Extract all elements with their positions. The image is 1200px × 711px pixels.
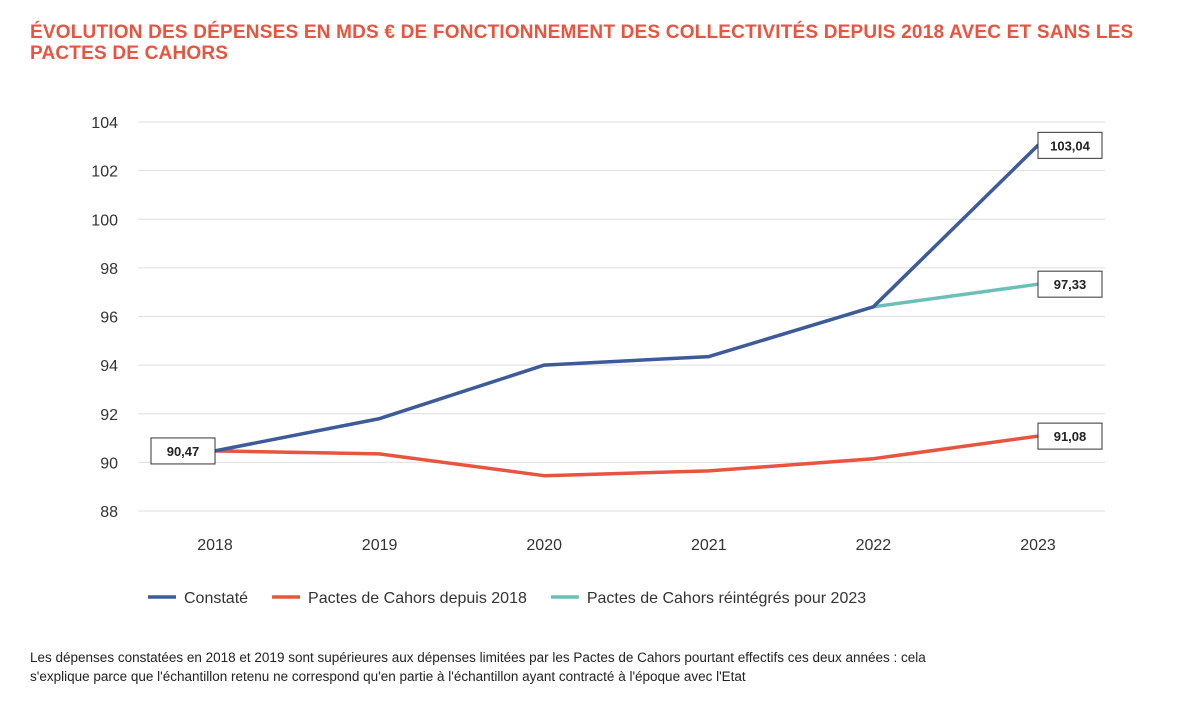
data-point xyxy=(707,469,711,473)
y-tick-label: 90 xyxy=(100,455,118,472)
series-line-2 xyxy=(871,282,1040,309)
legend-item-0: Constaté xyxy=(148,590,248,607)
legend-label: Pactes de Cahors réintégrés pour 2023 xyxy=(587,590,866,607)
y-tick-label: 96 xyxy=(100,310,118,327)
series-lines xyxy=(213,143,1040,478)
data-label-text: 103,04 xyxy=(1050,138,1091,153)
legend-item-2: Pactes de Cahors réintégrés pour 2023 xyxy=(550,590,866,607)
y-tick-label: 88 xyxy=(100,504,118,521)
footnote: Les dépenses constatées en 2018 et 2019 … xyxy=(30,648,1170,686)
x-tick-label: 2020 xyxy=(526,537,562,554)
x-tick-label: 2019 xyxy=(362,537,398,554)
chart-title: ÉVOLUTION DES DÉPENSES EN MDS € DE FONCT… xyxy=(30,22,1134,64)
data-label-box xyxy=(1037,131,1103,159)
series-line-0 xyxy=(213,143,1040,453)
data-point xyxy=(707,355,711,359)
data-point xyxy=(871,457,875,461)
data-point xyxy=(542,363,546,367)
y-tick-label: 102 xyxy=(91,164,118,181)
x-tick-label: 2021 xyxy=(691,537,727,554)
y-axis-ticks: 88 90 92 94 96 98 100 102 104 xyxy=(91,115,118,521)
data-point xyxy=(378,452,382,456)
data-label: 91,08 xyxy=(1037,422,1103,450)
x-axis-ticks: 2018 2019 2020 2021 2022 2023 xyxy=(197,537,1056,554)
data-point xyxy=(378,417,382,421)
data-label-text: 90,47 xyxy=(167,444,200,459)
series-line-1 xyxy=(213,434,1040,478)
data-label: 97,33 xyxy=(1037,270,1103,298)
footnote-line-2: s'explique parce que l'échantillon reten… xyxy=(30,669,746,684)
data-label: 103,04 xyxy=(1037,131,1103,159)
legend-item-1: Pactes de Cahors depuis 2018 xyxy=(272,590,527,607)
data-label-box xyxy=(150,437,216,465)
data-labels: 90,47 103,04 97,33 91,08 xyxy=(150,131,1103,465)
y-tick-label: 104 xyxy=(91,115,118,132)
footnote-line-1: Les dépenses constatées en 2018 et 2019 … xyxy=(30,650,926,665)
x-tick-label: 2023 xyxy=(1020,537,1056,554)
x-tick-label: 2018 xyxy=(197,537,233,554)
data-label-text: 97,33 xyxy=(1054,277,1087,292)
data-label-box xyxy=(1037,270,1103,298)
data-label-text: 91,08 xyxy=(1054,429,1087,444)
y-tick-label: 98 xyxy=(100,261,118,278)
x-tick-label: 2022 xyxy=(856,537,892,554)
data-point xyxy=(871,305,875,309)
legend: Constaté Pactes de Cahors depuis 2018 Pact… xyxy=(148,590,866,607)
data-label-box xyxy=(1037,422,1103,450)
data-label: 90,47 xyxy=(150,437,216,465)
legend-label: Constaté xyxy=(184,590,248,607)
data-point xyxy=(542,474,546,478)
legend-label: Pactes de Cahors depuis 2018 xyxy=(308,590,527,607)
y-tick-label: 100 xyxy=(91,212,118,229)
y-tick-label: 94 xyxy=(100,358,118,375)
grid-lines xyxy=(138,121,1105,512)
y-tick-label: 92 xyxy=(100,407,118,424)
